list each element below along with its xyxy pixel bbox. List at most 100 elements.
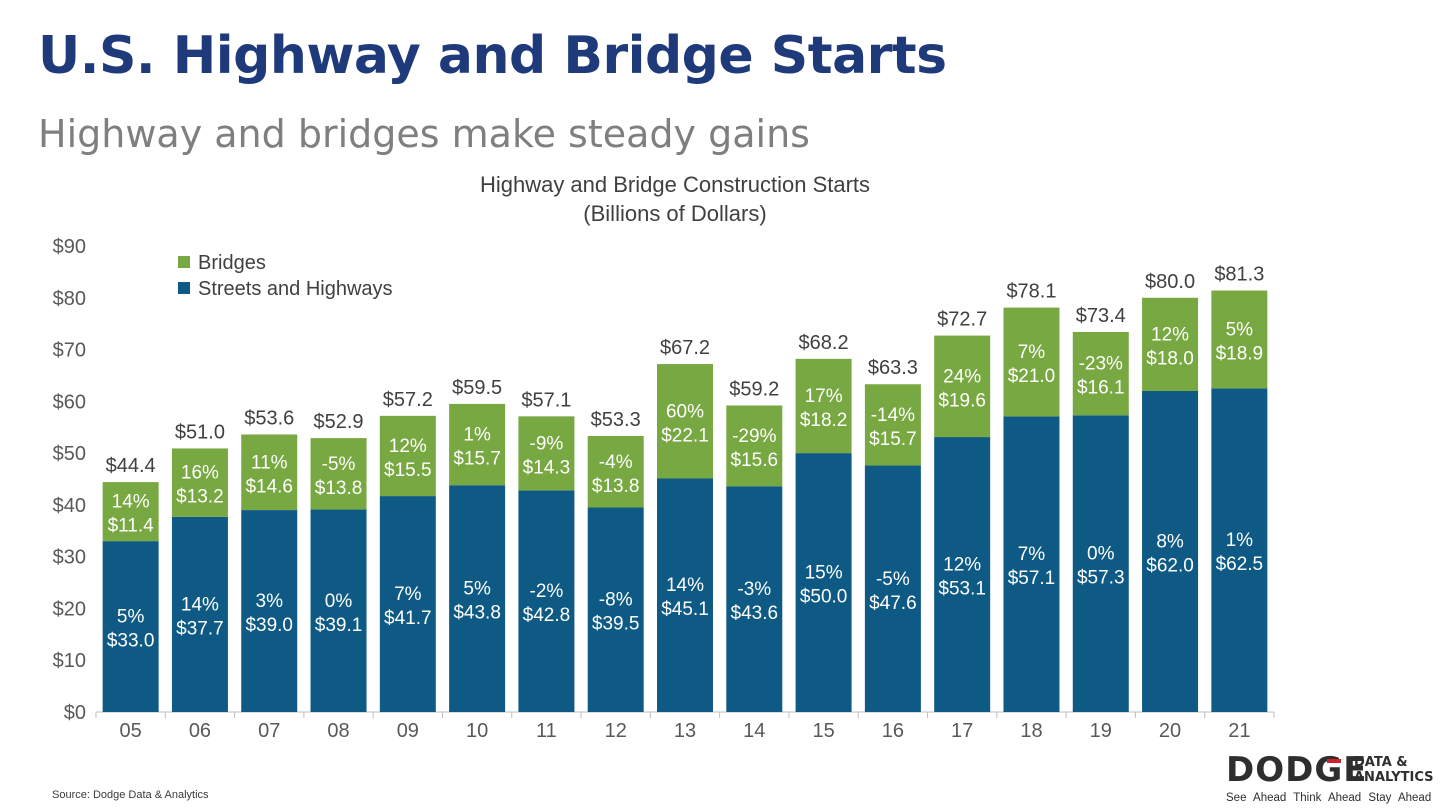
bar-bridges [657,364,713,479]
streets-value-label: $39.5 [592,614,640,635]
bar-bridges [449,403,506,486]
bar-total-label: $72.7 [937,309,987,331]
bar-streets-highways [379,496,436,712]
streets-value-label: $33.0 [107,631,155,652]
y-tick-label: $90 [53,236,86,258]
bridges-pct-label: 1% [463,425,491,446]
bar-bridges [1211,290,1268,389]
streets-pct-label: 12% [943,555,981,576]
streets-pct-label: 1% [1226,530,1254,551]
streets-pct-label: 15% [805,563,843,584]
x-tick-label: 10 [466,720,488,742]
x-tick-label: 13 [674,720,696,742]
bar-total-label: $59.2 [729,378,779,400]
bar-bridges [587,436,644,508]
y-tick-label: $10 [53,650,86,672]
streets-value-label: $37.7 [176,618,224,639]
bridges-value-label: $16.1 [1077,378,1125,399]
x-tick-label: 16 [882,720,904,742]
bar-total-label: $73.4 [1076,305,1126,327]
x-tick-label: 12 [605,720,627,742]
bridges-pct-label: -9% [530,433,564,454]
bridges-pct-label: 11% [251,452,288,473]
logo-wordmark: DODGE [1226,750,1368,790]
streets-pct-label: -8% [599,590,633,611]
bar-streets-highways [934,437,991,712]
bridges-value-label: $22.1 [661,425,709,446]
bar-streets-highways [657,478,713,712]
x-tick-label: 20 [1159,720,1181,742]
bar-streets-highways [864,465,921,712]
streets-pct-label: 14% [666,575,704,596]
bridges-value-label: $19.6 [938,390,986,411]
bar-streets-highways [1211,388,1268,712]
streets-pct-label: 3% [256,591,284,612]
streets-pct-label: 5% [463,579,491,600]
bridges-value-label: $15.5 [384,460,432,481]
bridges-value-label: $11.4 [108,516,155,537]
bar-total-label: $68.2 [799,332,849,354]
logo-accent-bar [1327,759,1341,763]
x-tick-label: 08 [327,720,349,742]
bar-total-label: $57.1 [521,389,571,411]
slide-subtitle: Highway and bridges make steady gains [38,112,810,156]
bridges-pct-label: -5% [322,454,356,475]
bridges-pct-label: -4% [599,452,633,473]
bar-streets-highways [1003,416,1060,712]
logo-side-text: DATA & ANALYTICS [1354,755,1434,785]
streets-value-label: $45.1 [661,599,709,620]
bar-total-label: $53.6 [244,407,294,429]
bar-total-label: $78.1 [1006,281,1056,303]
y-tick-label: $80 [53,288,86,310]
bar-bridges [310,438,367,510]
y-tick-label: $0 [64,702,86,724]
bar-total-label: $44.4 [106,455,156,477]
slide-title: U.S. Highway and Bridge Starts [38,26,947,86]
bridges-value-label: $18.2 [800,410,848,431]
bar-total-label: $63.3 [868,357,918,379]
bridges-value-label: $15.7 [869,429,917,450]
bridges-value-label: $13.8 [315,478,363,499]
bar-total-label: $59.5 [452,377,502,399]
chart-subtitle: (Billions of Dollars) [583,201,766,226]
bar-streets-highways [587,507,644,712]
y-tick-label: $30 [53,547,86,569]
x-tick-label: 21 [1228,720,1250,742]
bar-total-label: $52.9 [313,411,363,433]
dodge-logo: DODGE DATA & ANALYTICS See Ahead Think A… [1226,752,1436,808]
streets-value-label: $62.0 [1146,555,1194,576]
streets-value-label: $47.6 [869,593,917,614]
bar-streets-highways [449,485,506,712]
x-tick-label: 19 [1090,720,1112,742]
streets-value-label: $62.5 [1216,554,1264,575]
bar-bridges [102,482,159,542]
streets-pct-label: 0% [1087,544,1115,565]
bar-bridges [241,434,298,511]
bar-total-label: $80.0 [1145,271,1195,293]
streets-value-label: $41.7 [384,608,432,629]
bridges-value-label: $14.6 [245,476,293,497]
bar-streets-highways [1072,415,1129,712]
bridges-pct-label: 17% [805,386,843,407]
y-tick-label: $50 [53,443,86,465]
streets-value-label: $43.8 [453,603,501,624]
legend-label: Streets and Highways [198,278,393,300]
bar-bridges [379,415,436,497]
bridges-value-label: $14.3 [523,457,571,478]
bridges-pct-label: -29% [732,426,776,447]
bridges-pct-label: 60% [666,401,704,422]
x-tick-label: 07 [258,720,280,742]
logo-side-line2: ANALYTICS [1354,770,1434,785]
streets-value-label: $39.0 [245,615,293,636]
streets-pct-label: -2% [530,581,564,602]
bridges-pct-label: 5% [1226,319,1254,340]
y-tick-label: $40 [53,495,86,517]
bridges-pct-label: 16% [181,463,219,484]
bridges-pct-label: 14% [112,492,150,513]
bridges-value-label: $18.0 [1146,348,1194,369]
bridges-pct-label: 12% [389,436,427,457]
bridges-value-label: $18.9 [1216,343,1264,364]
bar-total-label: $53.3 [591,409,641,431]
bar-bridges [1003,307,1060,417]
